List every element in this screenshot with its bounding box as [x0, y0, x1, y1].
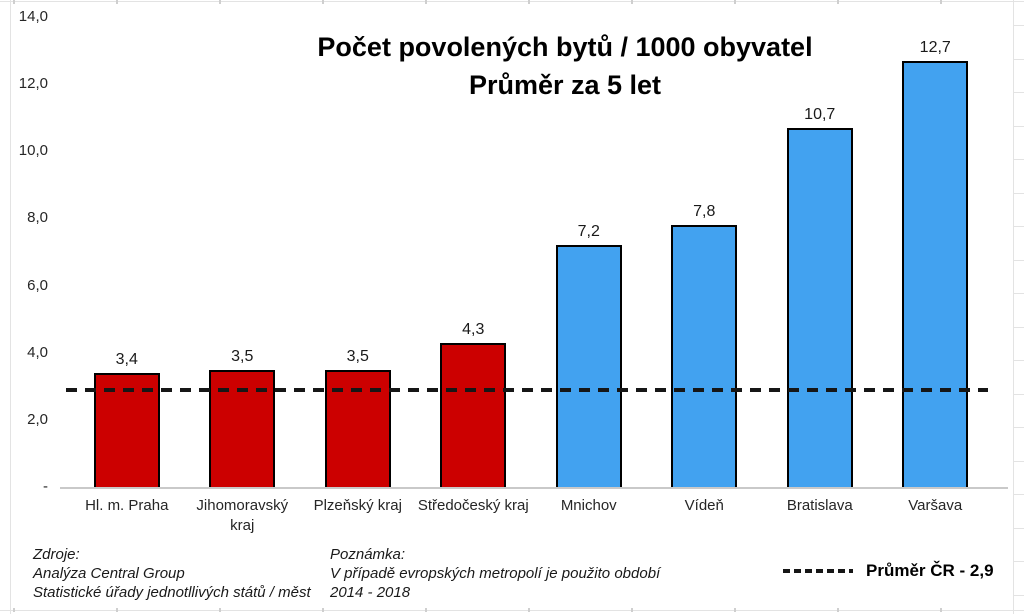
- bar-3: [440, 342, 507, 487]
- sheet-column-tick: [631, 0, 633, 4]
- chart-title-line1: Počet povolených bytů / 1000 obyvatel: [317, 32, 813, 62]
- category-label: Plzeňský kraj: [313, 497, 402, 514]
- x-axis-line: [60, 487, 1008, 489]
- note-heading: Poznámka:: [330, 546, 406, 563]
- sheet-column-tick: [322, 608, 324, 612]
- chart-title: Počet povolených bytů / 1000 obyvatel Pr…: [317, 28, 812, 104]
- sources-note: Zdroje: Analýza Central Group Statistick…: [33, 545, 311, 602]
- bar-7: [902, 60, 969, 487]
- sources-heading: Zdroje:: [33, 546, 80, 563]
- sheet-row-tick: [1013, 226, 1024, 227]
- sheet-row-tick: [1013, 25, 1024, 26]
- sheet-column-tick: [940, 608, 942, 612]
- note-line-2: 2014 - 2018: [330, 584, 411, 601]
- sheet-row-tick: [1013, 293, 1024, 294]
- sheet-row-tick: [1013, 259, 1024, 261]
- sheet-column-tick: [837, 0, 839, 4]
- bar-value-label: 7,2: [577, 223, 600, 241]
- sheet-column-tick: [940, 0, 942, 4]
- sheet-gridline-top: [0, 1, 1024, 2]
- category-label: Mnichov: [560, 497, 617, 514]
- category-label: Bratislava: [786, 497, 853, 514]
- sheet-column-tick: [734, 608, 736, 612]
- bar-5: [671, 225, 738, 487]
- bar-value-label: 3,4: [115, 350, 138, 368]
- methodology-note: Poznámka: V případě evropských metropolí…: [330, 545, 660, 602]
- dashed-line-legend-swatch: [783, 569, 853, 573]
- sheet-gridline-left: [10, 0, 11, 614]
- sheet-column-tick: [13, 608, 15, 612]
- sheet-row-tick: [1013, 92, 1024, 93]
- sheet-gridline-right: [1013, 0, 1014, 614]
- category-label: Jihomoravský kraj: [196, 497, 289, 534]
- sheet-column-tick: [219, 0, 221, 4]
- sheet-row-tick: [1013, 58, 1024, 60]
- sheet-row-tick: [1013, 192, 1024, 194]
- y-axis-tick: 2,0: [27, 410, 48, 428]
- sheet-column-tick: [528, 608, 530, 612]
- bar-value-label: 3,5: [231, 347, 254, 365]
- category-label: Varšava: [908, 497, 963, 514]
- sheet-column-tick: [631, 608, 633, 612]
- bar-value-label: 12,7: [919, 38, 951, 56]
- sheet-column-tick: [425, 0, 427, 4]
- sheet-column-tick: [322, 0, 324, 4]
- y-axis-tick: 6,0: [27, 276, 48, 294]
- sheet-column-tick: [219, 608, 221, 612]
- bar-value-label: 3,5: [346, 347, 369, 365]
- y-axis-tick: -: [43, 478, 48, 495]
- bar-0: [93, 372, 160, 487]
- chart-title-line2: Průměr za 5 let: [468, 70, 662, 100]
- y-axis-tick: 12,0: [18, 75, 48, 93]
- note-line-1: V případě evropských metropolí je použit…: [330, 565, 661, 582]
- sheet-row-tick: [1013, 427, 1024, 428]
- sheet-column-tick: [425, 608, 427, 612]
- legend-label: Průměr ČR - 2,9: [866, 561, 994, 580]
- sheet-column-tick: [13, 0, 15, 4]
- bar-value-label: 7,8: [693, 203, 716, 221]
- sheet-row-tick: [1013, 594, 1024, 596]
- sheet-row-tick: [1013, 527, 1024, 529]
- average-reference-line: [66, 387, 988, 392]
- bar-6: [786, 127, 853, 487]
- sheet-column-tick: [734, 0, 736, 4]
- category-label: Vídeň: [684, 497, 724, 514]
- sheet-row-tick: [1013, 561, 1024, 562]
- sheet-gridline-bottom: [0, 610, 1024, 611]
- sheet-row-tick: [1013, 393, 1024, 395]
- y-axis-tick: 8,0: [27, 209, 48, 227]
- y-axis-tick: 10,0: [18, 142, 48, 160]
- category-label: Hl. m. Praha: [85, 497, 169, 514]
- sheet-row-tick: [1013, 326, 1024, 328]
- sheet-column-tick: [116, 0, 118, 4]
- sheet-row-tick: [1013, 125, 1024, 127]
- sheet-row-tick: [1013, 159, 1024, 160]
- sheet-row-tick: [1013, 460, 1024, 462]
- sheet-column-tick: [528, 0, 530, 4]
- y-axis-tick: 4,0: [27, 343, 48, 361]
- sheet-row-tick: [1013, 360, 1024, 361]
- bar-value-label: 10,7: [804, 105, 836, 123]
- legend: Průměr ČR - 2,9: [783, 561, 994, 581]
- sources-line-1: Analýza Central Group: [33, 565, 185, 582]
- sources-line-2: Statistické úřady jednotllivých států / …: [33, 584, 311, 601]
- y-axis-tick: 14,0: [18, 8, 48, 25]
- sheet-row-tick: [1013, 494, 1024, 495]
- category-label: Středočeský kraj: [417, 497, 529, 514]
- bar-4: [555, 245, 622, 487]
- sheet-column-tick: [116, 608, 118, 612]
- sheet-column-tick: [837, 608, 839, 612]
- bar-value-label: 4,3: [462, 320, 485, 338]
